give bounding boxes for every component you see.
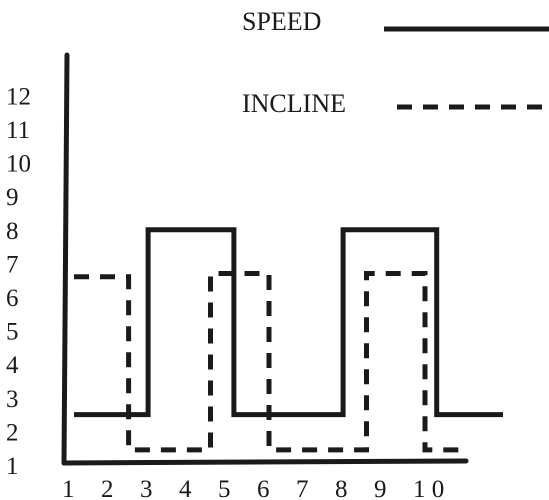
x-tick-label: 3: [140, 476, 153, 500]
x-tick-label: 1 0: [413, 476, 444, 500]
y-tick-label: 9: [6, 184, 19, 211]
legend-label-speed: SPEED: [242, 7, 321, 36]
x-axis: [61, 458, 469, 466]
x-tick-label: 2: [101, 476, 114, 500]
y-tick-label: 4: [6, 352, 19, 379]
y-axis: [61, 52, 70, 466]
x-tick-label: 1: [62, 476, 75, 500]
x-tick-label: 6: [257, 476, 270, 500]
x-tick-label: 4: [179, 476, 192, 500]
x-tick-label: 7: [296, 476, 309, 500]
y-tick-label: 2: [6, 419, 19, 446]
legend-label-incline: INCLINE: [242, 89, 346, 118]
x-tick-label: 5: [218, 476, 231, 500]
x-tick-label: 9: [374, 476, 387, 500]
legend: SPEED INCLINE: [242, 7, 549, 118]
y-tick-label: 11: [6, 117, 30, 144]
series-line-incline: [74, 271, 464, 453]
x-tick-label: 8: [335, 476, 348, 500]
y-tick-label: 5: [6, 319, 19, 346]
y-tick-label: 3: [6, 386, 19, 413]
y-tick-label: 12: [6, 83, 31, 110]
series-line-speed: [74, 227, 503, 418]
y-tick-label: 8: [6, 218, 19, 245]
y-tick-label: 6: [6, 285, 19, 312]
axes: [61, 52, 469, 466]
y-tick-label: 7: [6, 251, 19, 278]
series-layer: [74, 227, 503, 453]
y-tick-label: 10: [6, 151, 31, 178]
y-tick-label: 1: [6, 453, 19, 480]
